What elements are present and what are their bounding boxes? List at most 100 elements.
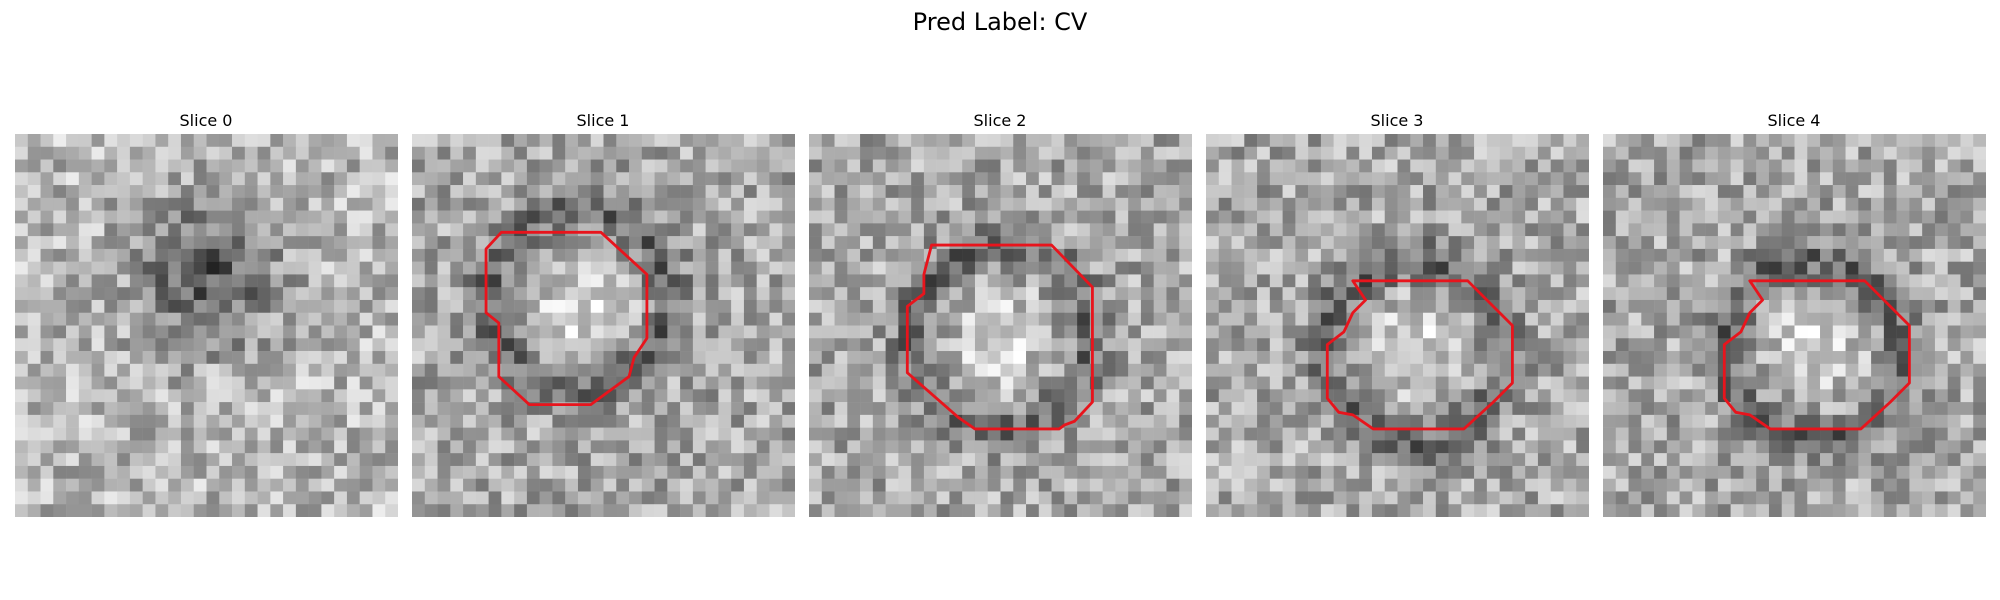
pixel: [654, 351, 668, 365]
pixel: [1922, 248, 1936, 262]
pixel: [782, 453, 795, 467]
pixel: [1628, 210, 1642, 224]
pixel: [1346, 440, 1360, 454]
pixel: [372, 146, 386, 160]
pixel: [180, 146, 194, 160]
pixel: [577, 299, 591, 313]
pixel: [1820, 491, 1834, 505]
pixel: [1257, 338, 1271, 352]
pixel: [603, 146, 617, 160]
pixel: [552, 274, 566, 288]
pixel: [1000, 338, 1014, 352]
pixel: [1563, 414, 1577, 428]
pixel: [1871, 134, 1885, 148]
pixel: [1756, 261, 1770, 275]
pixel: [526, 491, 540, 505]
pixel: [1679, 389, 1693, 403]
pixel: [539, 197, 553, 211]
pixel: [1461, 172, 1475, 186]
pixel: [1794, 159, 1808, 173]
pixel: [1563, 197, 1577, 211]
pixel: [1166, 236, 1180, 250]
pixel: [1397, 504, 1411, 517]
pixel: [1384, 210, 1398, 224]
pixel: [872, 453, 886, 467]
pixel: [346, 236, 360, 250]
pixel: [1654, 427, 1668, 441]
pixel: [667, 478, 681, 492]
pixel: [1166, 159, 1180, 173]
pixel: [1397, 363, 1411, 377]
pixel: [1115, 338, 1129, 352]
pixel: [1794, 376, 1808, 390]
pixel: [501, 287, 515, 301]
pixel: [1705, 248, 1719, 262]
pixel: [1218, 210, 1232, 224]
pixel: [244, 465, 258, 479]
pixel: [860, 134, 874, 148]
pixel: [1499, 185, 1513, 199]
pixel: [987, 478, 1001, 492]
pixel: [334, 440, 348, 454]
pixel: [860, 197, 874, 211]
pixel: [180, 172, 194, 186]
pixel: [91, 478, 105, 492]
pixel: [488, 172, 502, 186]
pixel: [372, 325, 386, 339]
pixel: [385, 504, 398, 517]
pixel: [1845, 287, 1859, 301]
pixel: [1423, 312, 1437, 326]
pixel: [117, 223, 131, 237]
pixel: [1934, 312, 1948, 326]
pixel: [577, 172, 591, 186]
pixel: [552, 440, 566, 454]
pixel: [295, 351, 309, 365]
pixel: [117, 197, 131, 211]
pixel: [923, 351, 937, 365]
pixel: [949, 287, 963, 301]
pixel: [437, 146, 451, 160]
pixel: [1371, 185, 1385, 199]
pixel: [1384, 172, 1398, 186]
pixel: [283, 440, 297, 454]
pixel: [962, 312, 976, 326]
pixel: [321, 134, 335, 148]
pixel: [1128, 197, 1142, 211]
pixel: [756, 376, 770, 390]
pixel: [359, 210, 373, 224]
pixel: [1461, 210, 1475, 224]
pixel: [295, 223, 309, 237]
pixel: [129, 376, 143, 390]
pixel: [1308, 312, 1322, 326]
pixel: [1896, 325, 1910, 339]
pixel: [66, 185, 80, 199]
pixel: [270, 210, 284, 224]
pixel: [1641, 338, 1655, 352]
pixel: [1692, 427, 1706, 441]
pixel: [1359, 312, 1373, 326]
pixel: [603, 338, 617, 352]
pixel: [911, 223, 925, 237]
pixel: [1257, 453, 1271, 467]
pixel: [1679, 287, 1693, 301]
pixel: [1244, 159, 1258, 173]
pixel: [1218, 223, 1232, 237]
pixel: [1397, 185, 1411, 199]
pixel: [1525, 465, 1539, 479]
pixel: [1576, 376, 1589, 390]
pixel: [769, 299, 783, 313]
pixel: [308, 159, 322, 173]
pixel: [40, 134, 54, 148]
pixel: [1115, 299, 1129, 313]
pixel: [1077, 236, 1091, 250]
pixel: [821, 465, 835, 479]
pixel: [450, 351, 464, 365]
pixel: [15, 197, 29, 211]
pixel: [731, 491, 745, 505]
pixel: [782, 325, 795, 339]
pixel: [654, 248, 668, 262]
pixel: [1448, 159, 1462, 173]
pixel: [565, 146, 579, 160]
pixel: [1115, 402, 1129, 416]
pixel: [577, 325, 591, 339]
